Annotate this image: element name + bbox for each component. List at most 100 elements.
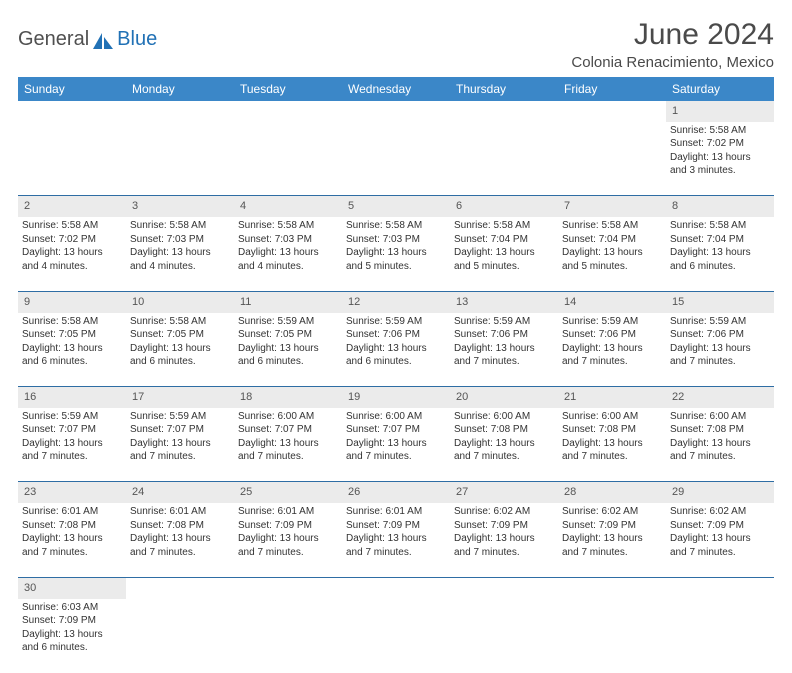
calendar-table: SundayMondayTuesdayWednesdayThursdayFrid… <box>18 77 774 673</box>
day-day1: Daylight: 13 hours <box>562 342 662 356</box>
day-cell: Sunrise: 6:01 AMSunset: 7:08 PMDaylight:… <box>126 503 234 577</box>
day-sunrise: Sunrise: 5:59 AM <box>238 315 338 329</box>
day-cell <box>558 599 666 673</box>
day-number: 12 <box>342 291 450 312</box>
day-sunset: Sunset: 7:05 PM <box>130 328 230 342</box>
day-header: Thursday <box>450 77 558 101</box>
day-number: 29 <box>666 482 774 503</box>
day-number <box>450 101 558 122</box>
day-day2: and 6 minutes. <box>130 355 230 369</box>
location-label: Colonia Renacimiento, Mexico <box>571 54 774 71</box>
day-sunset: Sunset: 7:06 PM <box>454 328 554 342</box>
day-number: 25 <box>234 482 342 503</box>
day-sunrise: Sunrise: 5:58 AM <box>238 219 338 233</box>
day-header: Sunday <box>18 77 126 101</box>
day-number: 13 <box>450 291 558 312</box>
month-title: June 2024 <box>571 18 774 52</box>
day-sunrise: Sunrise: 5:59 AM <box>346 315 446 329</box>
day-day1: Daylight: 13 hours <box>454 246 554 260</box>
day-cell: Sunrise: 6:00 AMSunset: 7:08 PMDaylight:… <box>666 408 774 482</box>
day-cell <box>234 599 342 673</box>
day-sunrise: Sunrise: 6:01 AM <box>238 505 338 519</box>
day-cell: Sunrise: 5:59 AMSunset: 7:06 PMDaylight:… <box>666 313 774 387</box>
day-number: 19 <box>342 387 450 408</box>
day-day2: and 7 minutes. <box>238 450 338 464</box>
day-day1: Daylight: 13 hours <box>670 342 770 356</box>
day-cell <box>666 599 774 673</box>
day-number: 14 <box>558 291 666 312</box>
day-day2: and 7 minutes. <box>562 450 662 464</box>
day-day2: and 7 minutes. <box>130 546 230 560</box>
day-day1: Daylight: 13 hours <box>454 532 554 546</box>
day-day1: Daylight: 13 hours <box>454 437 554 451</box>
day-day1: Daylight: 13 hours <box>562 437 662 451</box>
day-cell: Sunrise: 6:01 AMSunset: 7:09 PMDaylight:… <box>342 503 450 577</box>
day-day1: Daylight: 13 hours <box>670 437 770 451</box>
day-day1: Daylight: 13 hours <box>346 342 446 356</box>
day-number: 10 <box>126 291 234 312</box>
brand-part1: General <box>18 28 89 51</box>
day-cell: Sunrise: 5:58 AMSunset: 7:04 PMDaylight:… <box>558 217 666 291</box>
day-detail-row: Sunrise: 5:58 AMSunset: 7:02 PMDaylight:… <box>18 217 774 291</box>
day-sunset: Sunset: 7:04 PM <box>670 233 770 247</box>
day-cell: Sunrise: 6:00 AMSunset: 7:08 PMDaylight:… <box>450 408 558 482</box>
day-sunrise: Sunrise: 6:00 AM <box>346 410 446 424</box>
day-cell: Sunrise: 5:58 AMSunset: 7:04 PMDaylight:… <box>450 217 558 291</box>
day-day1: Daylight: 13 hours <box>454 342 554 356</box>
day-cell: Sunrise: 5:58 AMSunset: 7:02 PMDaylight:… <box>18 217 126 291</box>
day-number-row: 30 <box>18 577 774 598</box>
day-sunset: Sunset: 7:09 PM <box>346 519 446 533</box>
day-number: 30 <box>18 577 126 598</box>
day-day2: and 4 minutes. <box>22 260 122 274</box>
day-day2: and 6 minutes. <box>238 355 338 369</box>
day-sunset: Sunset: 7:08 PM <box>454 423 554 437</box>
day-cell: Sunrise: 5:59 AMSunset: 7:05 PMDaylight:… <box>234 313 342 387</box>
day-sunset: Sunset: 7:09 PM <box>22 614 122 628</box>
day-number: 16 <box>18 387 126 408</box>
day-day2: and 6 minutes. <box>346 355 446 369</box>
day-cell <box>126 599 234 673</box>
day-day2: and 6 minutes. <box>22 641 122 655</box>
day-day1: Daylight: 13 hours <box>238 246 338 260</box>
day-number: 7 <box>558 196 666 217</box>
day-sunrise: Sunrise: 6:02 AM <box>670 505 770 519</box>
day-day2: and 7 minutes. <box>670 355 770 369</box>
day-cell: Sunrise: 5:58 AMSunset: 7:03 PMDaylight:… <box>342 217 450 291</box>
day-day2: and 5 minutes. <box>562 260 662 274</box>
day-header: Friday <box>558 77 666 101</box>
day-number <box>558 577 666 598</box>
day-day1: Daylight: 13 hours <box>130 246 230 260</box>
day-sunrise: Sunrise: 6:01 AM <box>346 505 446 519</box>
day-number: 4 <box>234 196 342 217</box>
day-number: 1 <box>666 101 774 122</box>
day-day1: Daylight: 13 hours <box>22 246 122 260</box>
day-cell: Sunrise: 5:59 AMSunset: 7:06 PMDaylight:… <box>450 313 558 387</box>
day-sunrise: Sunrise: 6:00 AM <box>238 410 338 424</box>
day-number: 9 <box>18 291 126 312</box>
day-cell: Sunrise: 6:03 AMSunset: 7:09 PMDaylight:… <box>18 599 126 673</box>
day-sunset: Sunset: 7:09 PM <box>238 519 338 533</box>
day-cell: Sunrise: 5:59 AMSunset: 7:06 PMDaylight:… <box>558 313 666 387</box>
day-day1: Daylight: 13 hours <box>346 246 446 260</box>
day-day1: Daylight: 13 hours <box>238 532 338 546</box>
day-cell <box>450 122 558 196</box>
day-sunset: Sunset: 7:02 PM <box>670 137 770 151</box>
day-cell <box>342 122 450 196</box>
day-cell: Sunrise: 5:59 AMSunset: 7:06 PMDaylight:… <box>342 313 450 387</box>
day-sunrise: Sunrise: 6:03 AM <box>22 601 122 615</box>
day-day1: Daylight: 13 hours <box>346 437 446 451</box>
day-day1: Daylight: 13 hours <box>346 532 446 546</box>
day-cell <box>126 122 234 196</box>
day-day2: and 7 minutes. <box>22 546 122 560</box>
brand-part2: Blue <box>117 28 157 51</box>
day-sunrise: Sunrise: 6:00 AM <box>562 410 662 424</box>
day-number <box>450 577 558 598</box>
day-day1: Daylight: 13 hours <box>562 246 662 260</box>
day-sunset: Sunset: 7:05 PM <box>22 328 122 342</box>
day-day1: Daylight: 13 hours <box>670 532 770 546</box>
day-detail-row: Sunrise: 5:59 AMSunset: 7:07 PMDaylight:… <box>18 408 774 482</box>
day-sunset: Sunset: 7:07 PM <box>22 423 122 437</box>
day-sunrise: Sunrise: 5:59 AM <box>454 315 554 329</box>
day-number: 23 <box>18 482 126 503</box>
day-number <box>558 101 666 122</box>
